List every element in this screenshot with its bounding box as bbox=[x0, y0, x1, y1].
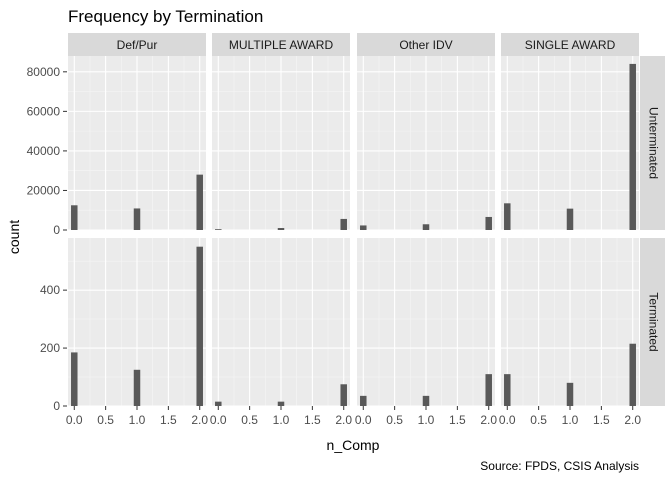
x-tick-label: 0.0 bbox=[66, 413, 83, 427]
x-tick-label: 0.5 bbox=[97, 413, 114, 427]
bar-single-award-terminated-2 bbox=[629, 343, 636, 406]
strip-single-award bbox=[501, 33, 639, 57]
y-tick-label: 40000 bbox=[27, 144, 61, 158]
bar-def-pur-unterminated-1 bbox=[133, 208, 141, 230]
strip-unterminated bbox=[640, 56, 665, 230]
bar-single-award-terminated-0 bbox=[504, 374, 511, 406]
strip-label-terminated: Terminated bbox=[646, 292, 660, 351]
bar-multiple-award-unterminated-2 bbox=[340, 218, 347, 230]
bar-other-idv-terminated-1 bbox=[422, 395, 430, 406]
panel-unterminated-other-idv bbox=[357, 56, 495, 231]
bar-multiple-award-terminated-1 bbox=[277, 401, 285, 406]
x-axis-title: n_Comp bbox=[327, 437, 380, 453]
bar-def-pur-unterminated-0 bbox=[71, 205, 78, 230]
strip-terminated bbox=[640, 238, 665, 406]
bar-single-award-terminated-1 bbox=[566, 382, 574, 406]
panel-unterminated-def-pur bbox=[68, 56, 206, 231]
panel-terminated-other-idv bbox=[357, 238, 495, 407]
x-tick-label: 1.5 bbox=[304, 413, 321, 427]
strip-other-idv bbox=[357, 33, 495, 57]
strip-label-multiple-award: MULTIPLE AWARD bbox=[229, 38, 334, 52]
chart-caption: Source: FPDS, CSIS Analysis bbox=[480, 459, 639, 473]
x-tick-label: 0.0 bbox=[210, 413, 227, 427]
x-tick-label: 1.0 bbox=[562, 413, 579, 427]
strip-label-other-idv: Other IDV bbox=[399, 38, 452, 52]
panel-unterminated-single-award bbox=[501, 56, 639, 231]
bar-multiple-award-unterminated-1 bbox=[277, 228, 285, 230]
strip-label-unterminated: Unterminated bbox=[646, 107, 660, 179]
bar-single-award-unterminated-1 bbox=[566, 208, 574, 230]
strip-multiple-award bbox=[212, 33, 350, 57]
bar-other-idv-unterminated-0 bbox=[360, 225, 367, 230]
strip-label-single-award: SINGLE AWARD bbox=[525, 38, 616, 52]
x-tick-label: 2.0 bbox=[335, 413, 352, 427]
bar-other-idv-unterminated-2 bbox=[485, 216, 492, 230]
bar-def-pur-terminated-2 bbox=[196, 246, 203, 406]
x-tick-label: 2.0 bbox=[480, 413, 497, 427]
y-tick-label: 60000 bbox=[27, 104, 61, 118]
x-tick-label: 1.0 bbox=[273, 413, 290, 427]
strip-label-def-pur: Def/Pur bbox=[117, 38, 158, 52]
x-tick-label: 2.0 bbox=[191, 413, 208, 427]
x-tick-label: 0.0 bbox=[355, 413, 372, 427]
x-tick-label: 0.0 bbox=[499, 413, 516, 427]
y-tick-label: 200 bbox=[40, 341, 60, 355]
panel-unterminated-multiple-award bbox=[212, 56, 350, 231]
bar-other-idv-unterminated-1 bbox=[422, 224, 430, 230]
y-tick-label: 400 bbox=[40, 283, 60, 297]
x-tick-label: 1.5 bbox=[593, 413, 610, 427]
bar-other-idv-terminated-2 bbox=[485, 374, 492, 406]
panel-terminated-single-award bbox=[501, 238, 639, 407]
y-axis-title: count bbox=[6, 220, 22, 254]
bar-single-award-unterminated-0 bbox=[504, 203, 511, 230]
x-tick-label: 0.5 bbox=[386, 413, 403, 427]
bar-other-idv-terminated-0 bbox=[360, 395, 367, 406]
panel-terminated-multiple-award bbox=[212, 238, 350, 407]
y-tick-label: 80000 bbox=[27, 65, 61, 79]
bar-multiple-award-unterminated-0 bbox=[215, 229, 222, 230]
bar-multiple-award-terminated-0 bbox=[215, 401, 222, 406]
bar-def-pur-terminated-1 bbox=[133, 369, 141, 406]
chart-title: Frequency by Termination bbox=[68, 7, 263, 26]
x-tick-label: 0.5 bbox=[530, 413, 547, 427]
panel-terminated-def-pur bbox=[68, 238, 206, 407]
bar-multiple-award-terminated-2 bbox=[340, 384, 347, 406]
bar-def-pur-terminated-0 bbox=[71, 352, 78, 406]
strip-def-pur bbox=[68, 33, 206, 57]
x-tick-label: 1.5 bbox=[449, 413, 466, 427]
x-tick-label: 2.0 bbox=[624, 413, 641, 427]
x-tick-label: 1.5 bbox=[160, 413, 177, 427]
facet-panels: Def/Pur MULTIPLE AWARD Other IDV SINGLE AWA… bbox=[27, 33, 665, 427]
y-tick-label: 0 bbox=[53, 223, 60, 237]
bar-single-award-unterminated-2 bbox=[629, 63, 636, 231]
x-tick-label: 1.0 bbox=[418, 413, 435, 427]
y-tick-label: 0 bbox=[53, 399, 60, 413]
y-tick-label: 20000 bbox=[27, 183, 61, 197]
x-tick-label: 1.0 bbox=[129, 413, 146, 427]
bar-def-pur-unterminated-2 bbox=[196, 174, 203, 230]
x-tick-label: 0.5 bbox=[241, 413, 258, 427]
